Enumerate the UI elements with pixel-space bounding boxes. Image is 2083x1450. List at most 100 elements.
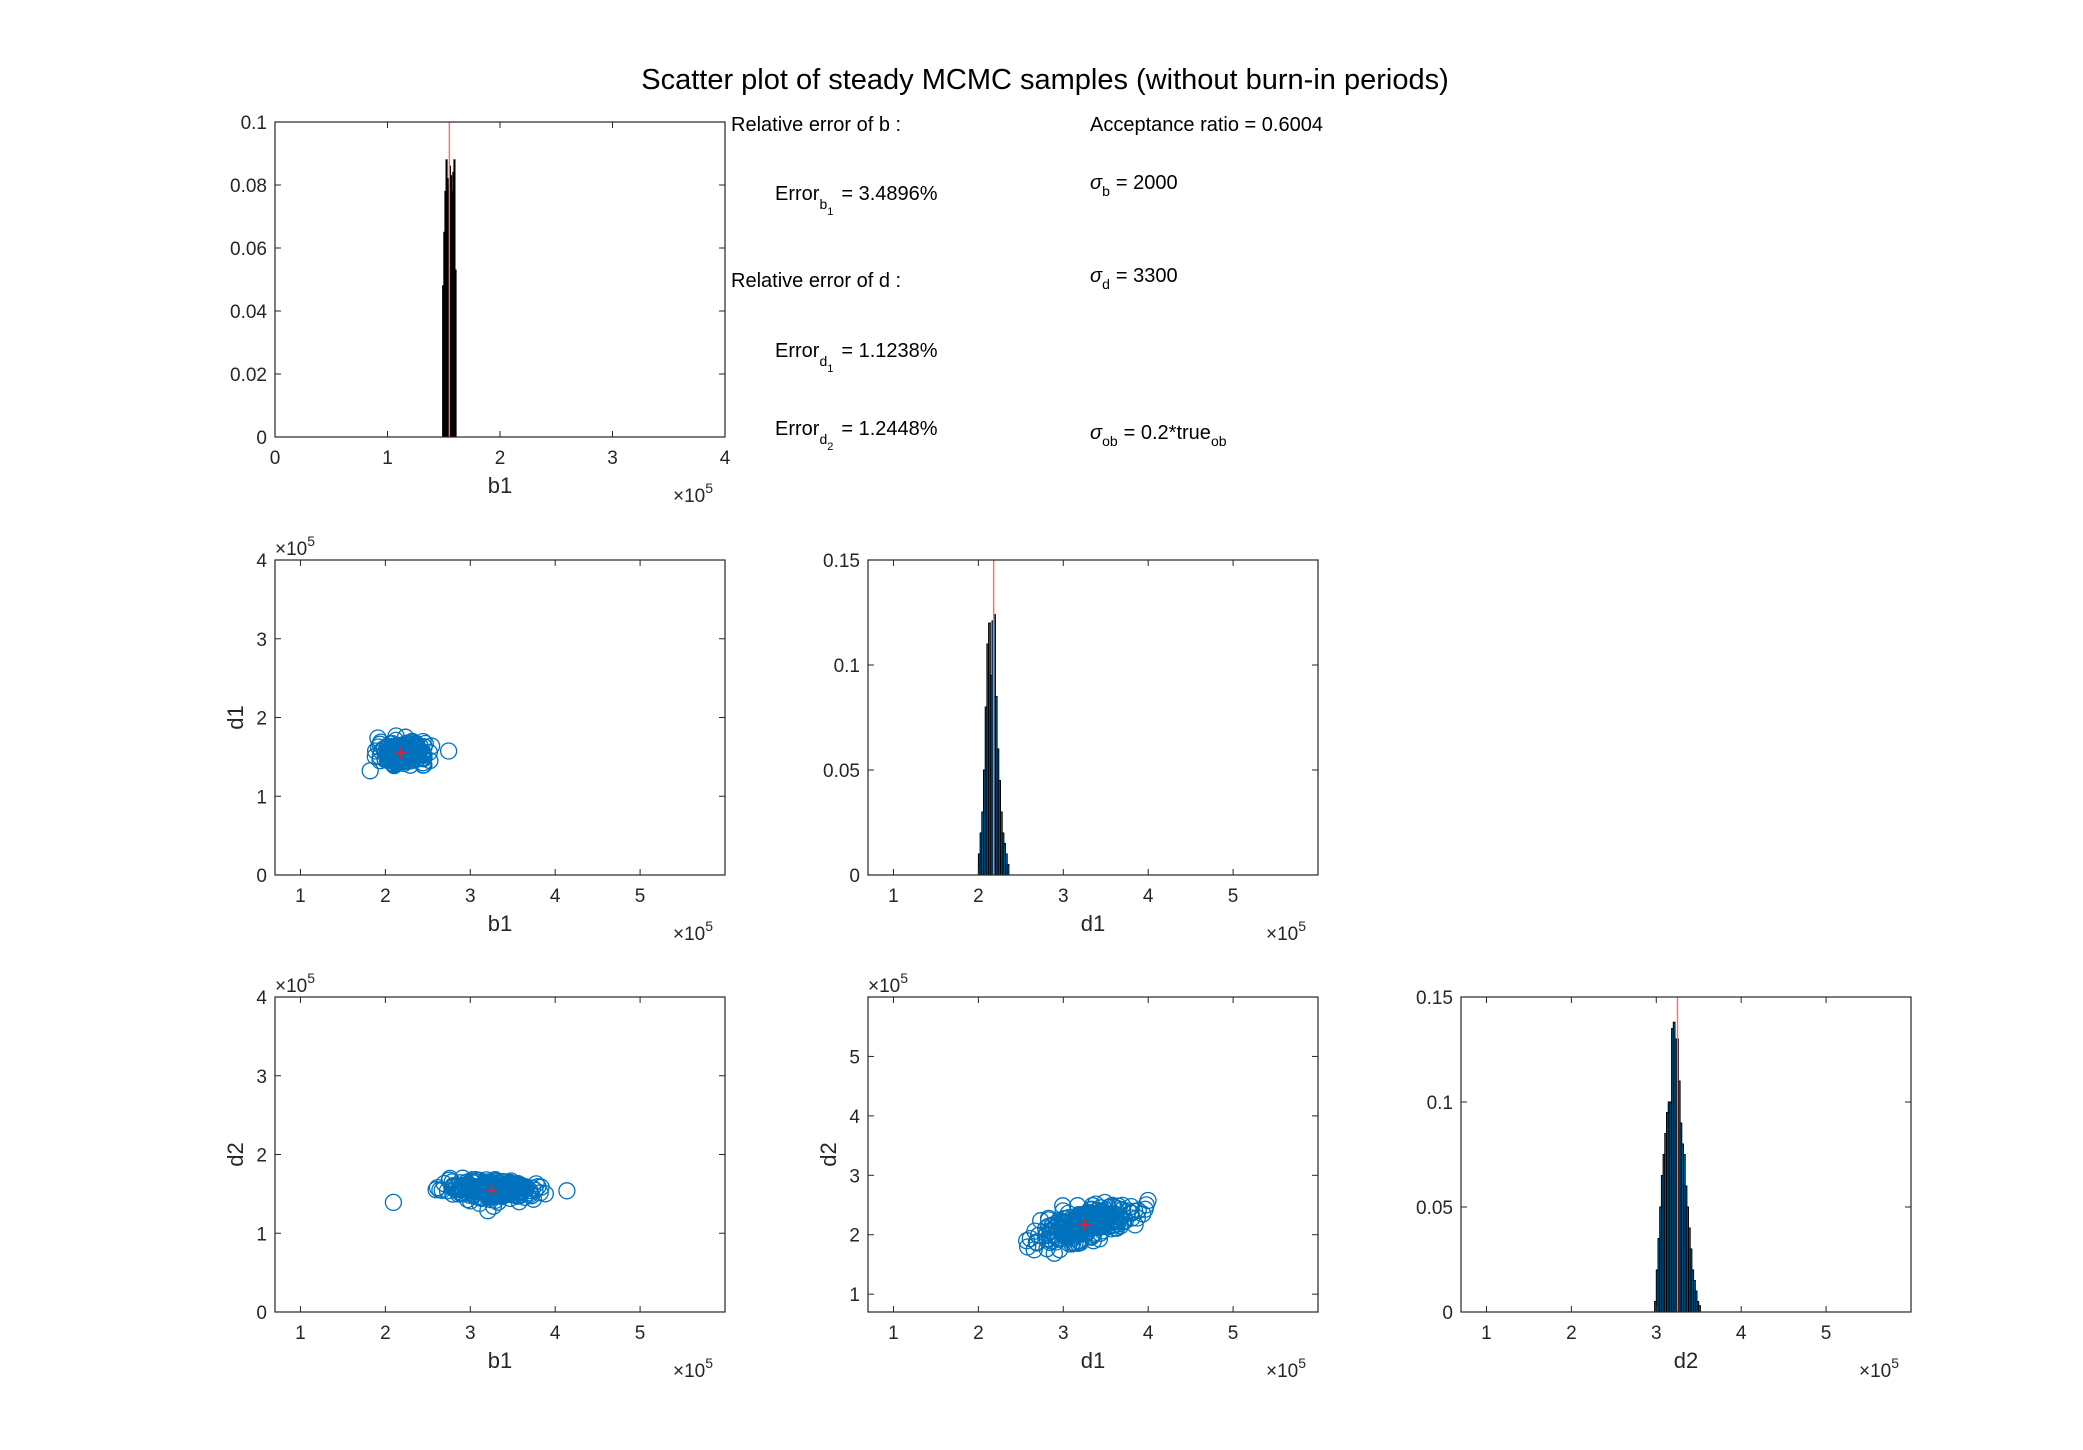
x-tick-label: 3 (465, 886, 476, 907)
scatter-point (1083, 1197, 1101, 1215)
x-tick-label: 5 (635, 1323, 646, 1344)
axes-box (867, 996, 1319, 1313)
scatter-points (361, 727, 458, 780)
scatter-point (384, 1193, 403, 1212)
x-tick-label: 1 (295, 1323, 306, 1344)
scatter-point (1097, 1215, 1116, 1233)
y-axis-exponent: ×105 (275, 533, 315, 560)
y-axis-label: d2 (816, 1142, 841, 1166)
x-axis-label: d2 (1674, 1348, 1698, 1373)
y-tick-label: 0 (849, 866, 860, 887)
x-tick-label: 2 (973, 1323, 984, 1344)
y-tick-label: 3 (256, 1067, 267, 1088)
plot-area (1018, 1191, 1157, 1262)
scatter-point (502, 1182, 520, 1200)
x-axis-exponent: ×105 (673, 918, 713, 945)
y-axis-exponent: ×105 (275, 970, 315, 997)
scatter-point (427, 1181, 445, 1199)
scatter-point (1137, 1196, 1155, 1214)
y-tick-label: 4 (256, 988, 267, 1009)
panel-scatter-b1-d1: 1 2 3 4 5 0 1 2 3 4 b1 ×105 d1 ×105 (223, 533, 726, 945)
y-tick-label: 3 (849, 1166, 860, 1187)
x-axis-label: d1 (1081, 1348, 1105, 1373)
y-tick-label: 0 (256, 1303, 267, 1324)
scatter-point (1059, 1222, 1078, 1240)
x-tick-label: 3 (465, 1323, 476, 1344)
panel-hist-d1: 1 2 3 4 5 0 0.05 0.1 0.15 d1 ×105 (823, 551, 1319, 945)
x-axis-exponent: ×105 (1266, 918, 1306, 945)
x-tick-label: 1 (888, 886, 899, 907)
scatter-point (1071, 1206, 1089, 1224)
y-axis-label: d1 (223, 705, 248, 729)
figure-title: Scatter plot of steady MCMC samples (wit… (641, 64, 1448, 96)
y-tick-label: 0.1 (241, 113, 267, 134)
y-tick-label: 2 (256, 709, 267, 730)
scatter-points (384, 1169, 576, 1220)
scatter-point (1119, 1202, 1137, 1220)
x-tick-label: 0 (270, 448, 281, 469)
x-tick-label: 1 (888, 1323, 899, 1344)
scatter-point (369, 729, 387, 747)
scatter-point (1032, 1212, 1050, 1230)
y-tick-label: 1 (849, 1285, 860, 1306)
y-tick-label: 2 (849, 1226, 860, 1247)
scatter-point (388, 741, 406, 759)
scatter-point (1086, 1205, 1104, 1223)
scatter-point (558, 1182, 576, 1200)
scatter-point (1070, 1225, 1088, 1244)
x-axis-label: d1 (1081, 911, 1105, 936)
x-tick-label: 5 (635, 886, 646, 907)
x-tick-label: 2 (380, 1323, 391, 1344)
error-d2-label: Errord2= 1.2448% (775, 418, 938, 453)
y-tick-label: 4 (256, 551, 267, 572)
y-tick-label: 0.1 (834, 656, 860, 677)
histogram-bar (1006, 864, 1010, 875)
plot-area (977, 560, 1010, 875)
histogram-bar (454, 269, 457, 437)
scatter-points (1018, 1191, 1157, 1262)
scatter-point (439, 742, 458, 760)
plot-area (442, 122, 457, 437)
sigma-b-label: σb = 2000 (1090, 172, 1178, 199)
axes-box (274, 559, 726, 876)
rel-error-b-heading: Relative error of b : (731, 114, 901, 136)
scatter-point (493, 1179, 511, 1197)
x-tick-label: 4 (550, 1323, 561, 1344)
x-tick-label: 2 (1566, 1323, 1577, 1344)
y-tick-label: 0.05 (823, 761, 860, 782)
annotations: Relative error of b : Relative error of … (731, 114, 1323, 453)
histogram-bars (1654, 1021, 1701, 1312)
scatter-point (464, 1186, 482, 1204)
axes-box (274, 996, 726, 1313)
y-tick-label: 1 (256, 1224, 267, 1245)
y-tick-label: 0 (256, 428, 267, 449)
y-tick-label: 0.02 (230, 365, 267, 386)
x-tick-label: 3 (1651, 1323, 1662, 1344)
plot-area (361, 727, 458, 780)
histogram-bars (442, 159, 457, 437)
sigma-ob-label: σob = 0.2*trueob (1090, 422, 1227, 449)
y-tick-label: 1 (256, 787, 267, 808)
y-tick-label: 0.1 (1427, 1093, 1453, 1114)
y-tick-label: 0.15 (823, 551, 860, 572)
rel-error-d-heading: Relative error of d : (731, 270, 901, 292)
x-tick-label: 2 (495, 448, 506, 469)
scatter-point (536, 1185, 554, 1203)
y-tick-label: 0.04 (230, 302, 267, 323)
axes-box (867, 559, 1319, 876)
y-tick-label: 0.05 (1416, 1198, 1453, 1219)
y-tick-label: 0.15 (1416, 988, 1453, 1009)
scatter-point (404, 737, 422, 755)
plot-area (1654, 997, 1701, 1312)
y-tick-label: 0.06 (230, 239, 267, 260)
x-axis-label: b1 (488, 473, 512, 498)
scatter-point (453, 1185, 472, 1203)
scatter-point (1082, 1227, 1101, 1245)
panel-hist-d2: 1 2 3 4 5 0 0.05 0.1 0.15 d2 ×105 (1416, 988, 1912, 1382)
x-tick-label: 4 (1143, 886, 1154, 907)
x-tick-label: 5 (1821, 1323, 1832, 1344)
y-tick-label: 0 (256, 866, 267, 887)
scatter-point (489, 1174, 507, 1192)
y-axis-label: d2 (223, 1142, 248, 1166)
scatter-point (1019, 1238, 1037, 1256)
